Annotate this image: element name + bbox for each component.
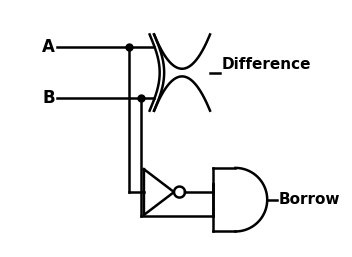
Text: B: B [42,89,55,107]
Text: A: A [42,38,55,56]
Text: Difference: Difference [221,58,311,72]
Text: Borrow: Borrow [279,192,340,207]
Polygon shape [174,187,185,198]
